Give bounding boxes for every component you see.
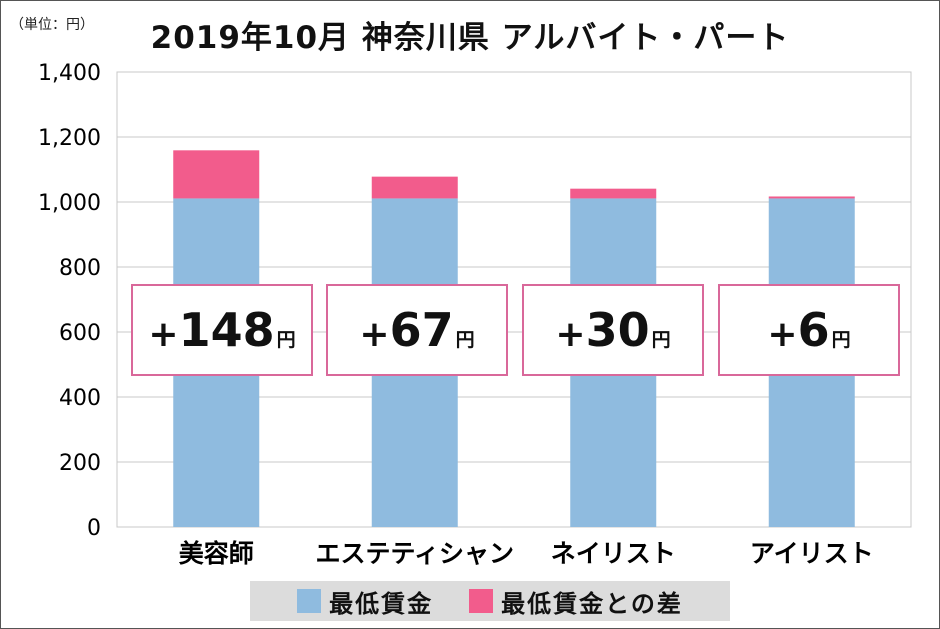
x-category-label: 美容師 bbox=[179, 539, 254, 568]
diff-sign: + bbox=[359, 314, 390, 355]
diff-unit: 円 bbox=[455, 329, 475, 351]
legend-swatch-difference bbox=[469, 589, 494, 613]
legend-item-difference: 最低賃金との差 bbox=[469, 584, 683, 619]
diff-value: 67 bbox=[389, 303, 454, 357]
diff-sign: + bbox=[148, 314, 179, 355]
y-tick-label: 800 bbox=[59, 256, 101, 281]
diff-unit: 円 bbox=[651, 329, 671, 351]
legend: 最低賃金 最低賃金との差 bbox=[250, 581, 730, 621]
y-tick-label: 400 bbox=[59, 386, 101, 411]
diff-unit: 円 bbox=[276, 329, 296, 351]
y-tick-label: 600 bbox=[59, 321, 101, 346]
y-tick-label: 1,200 bbox=[38, 126, 101, 151]
bar-difference bbox=[173, 150, 260, 199]
x-category-label: アイリスト bbox=[750, 539, 874, 568]
diff-box-2: +30 円 bbox=[522, 284, 704, 376]
diff-box-1: +67 円 bbox=[326, 284, 508, 376]
diff-box-3: +6 円 bbox=[718, 284, 900, 376]
x-axis-categories: 美容師 エステティシャン ネイリスト アイリスト bbox=[179, 539, 874, 568]
bar-difference bbox=[570, 188, 657, 199]
y-tick-label: 1,400 bbox=[38, 61, 101, 86]
legend-label: 最低賃金 bbox=[329, 589, 434, 618]
y-axis-ticks: 0 200 400 600 800 1,000 1,200 1,400 bbox=[38, 61, 101, 541]
legend-label: 最低賃金との差 bbox=[501, 589, 683, 618]
y-tick-label: 1,000 bbox=[38, 191, 101, 216]
y-tick-label: 0 bbox=[87, 516, 101, 541]
diff-unit: 円 bbox=[831, 329, 851, 351]
diff-sign: + bbox=[767, 314, 798, 355]
x-category-label: エステティシャン bbox=[315, 539, 514, 568]
unit-note: （単位：円） bbox=[10, 17, 94, 33]
diff-box-0: +148 円 bbox=[131, 284, 313, 376]
diff-value: 30 bbox=[585, 303, 650, 357]
diff-value: 6 bbox=[797, 303, 830, 357]
x-category-label: ネイリスト bbox=[551, 539, 676, 568]
legend-swatch-min-wage bbox=[297, 589, 322, 613]
bar-difference bbox=[371, 176, 458, 199]
diff-value: 148 bbox=[178, 303, 275, 357]
bar-difference bbox=[768, 196, 855, 199]
y-tick-label: 200 bbox=[59, 451, 101, 476]
legend-item-min-wage: 最低賃金 bbox=[297, 584, 433, 619]
diff-sign: + bbox=[555, 314, 586, 355]
chart-title: 2019年10月 神奈川県 アルバイト・パート bbox=[150, 20, 790, 56]
